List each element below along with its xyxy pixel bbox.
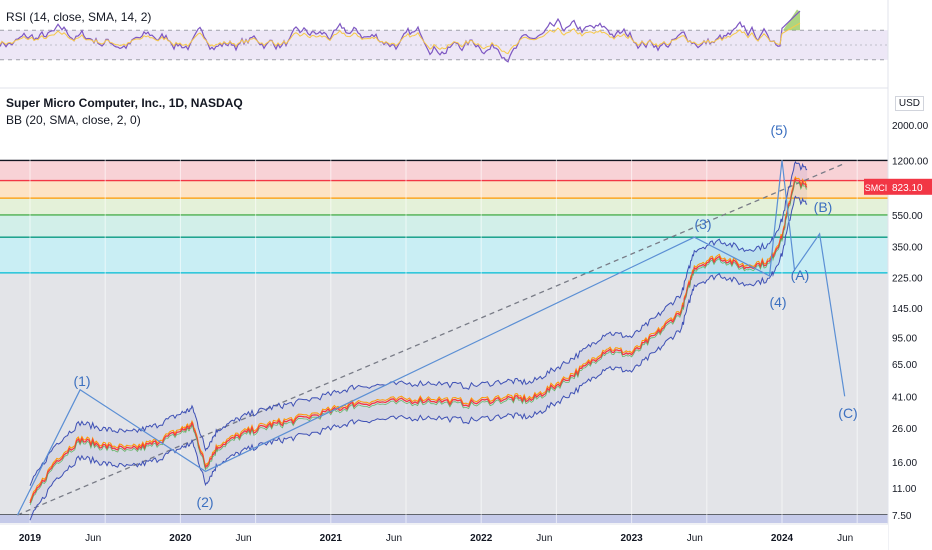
fib-zone xyxy=(0,272,888,515)
time-tick-label: 2024 xyxy=(771,533,794,544)
price-line xyxy=(29,177,808,504)
bollinger-indicator-label[interactable]: BB (20, SMA, close, 2, 0) xyxy=(6,113,141,127)
time-tick-label: Jun xyxy=(386,533,402,544)
price-tick-label: 7.50 xyxy=(892,511,912,522)
time-axis-background xyxy=(0,524,888,550)
wave-label: (4) xyxy=(769,294,786,310)
price-tick-label: 11.00 xyxy=(892,484,917,495)
price-pane[interactable]: (1) (2) (3) (4) (5) (A) (B) (C) xyxy=(0,90,888,524)
time-tick-label: Jun xyxy=(837,533,853,544)
currency-button[interactable]: USD xyxy=(894,96,924,111)
last-price-badge xyxy=(888,178,932,195)
price-line-secondary xyxy=(29,180,808,506)
rsi-pane[interactable] xyxy=(0,0,888,86)
price-tick-label: 65.00 xyxy=(892,360,917,371)
time-tick-label: Jun xyxy=(536,533,552,544)
fib-zone xyxy=(0,198,888,215)
fib-bottom-zone xyxy=(0,515,888,523)
price-tick-label: 225.00 xyxy=(892,273,923,284)
fib-zone xyxy=(0,180,888,199)
price-tick-label: 145.00 xyxy=(892,304,923,315)
rsi-sma-line xyxy=(0,22,801,55)
price-tick-label: 550.00 xyxy=(892,211,923,222)
bollinger-upper xyxy=(29,160,808,486)
price-tick-label: 1200.00 xyxy=(892,156,929,167)
time-tick-label: Jun xyxy=(85,533,101,544)
last-price-value: 823.10 xyxy=(892,183,923,194)
rsi-indicator-label[interactable]: RSI (14, close, SMA, 14, 2) xyxy=(6,10,152,24)
price-tick-label: 95.00 xyxy=(892,334,917,345)
price-tick-label: 41.00 xyxy=(892,392,917,403)
wave-label: (3) xyxy=(694,216,711,232)
time-tick-label: 2020 xyxy=(169,533,192,544)
wave-label: (A) xyxy=(791,267,810,283)
last-price-symbol: SMCI xyxy=(865,183,888,193)
wave-label: (B) xyxy=(814,199,833,215)
bollinger-basis xyxy=(29,176,808,502)
time-tick-label: Jun xyxy=(236,533,252,544)
price-tick-label: 2000.00 xyxy=(892,121,929,132)
price-tick-label: 350.00 xyxy=(892,243,923,254)
time-tick-label: 2021 xyxy=(320,533,343,544)
fib-zone xyxy=(0,214,888,238)
time-tick-label: 2022 xyxy=(470,533,493,544)
time-tick-label: 2023 xyxy=(620,533,643,544)
fib-zone xyxy=(0,160,888,181)
time-tick-label: 2019 xyxy=(19,533,42,544)
last-price-symbol-badge xyxy=(864,178,888,195)
bollinger-lower xyxy=(29,195,808,521)
wave-label: (1) xyxy=(73,373,90,389)
wave-label: (C) xyxy=(838,405,857,421)
wave-label: (2) xyxy=(196,494,213,510)
time-tick-label: Jun xyxy=(687,533,703,544)
symbol-title: Super Micro Computer, Inc., 1D, NASDAQ xyxy=(6,96,243,110)
wave-label: (5) xyxy=(770,122,787,138)
trendline xyxy=(17,162,845,516)
axis-background xyxy=(888,0,932,550)
wave-path xyxy=(16,160,846,516)
price-tick-label: 16.00 xyxy=(892,458,917,469)
bollinger-fill xyxy=(30,161,808,521)
price-tick-label: 26.00 xyxy=(892,424,917,435)
